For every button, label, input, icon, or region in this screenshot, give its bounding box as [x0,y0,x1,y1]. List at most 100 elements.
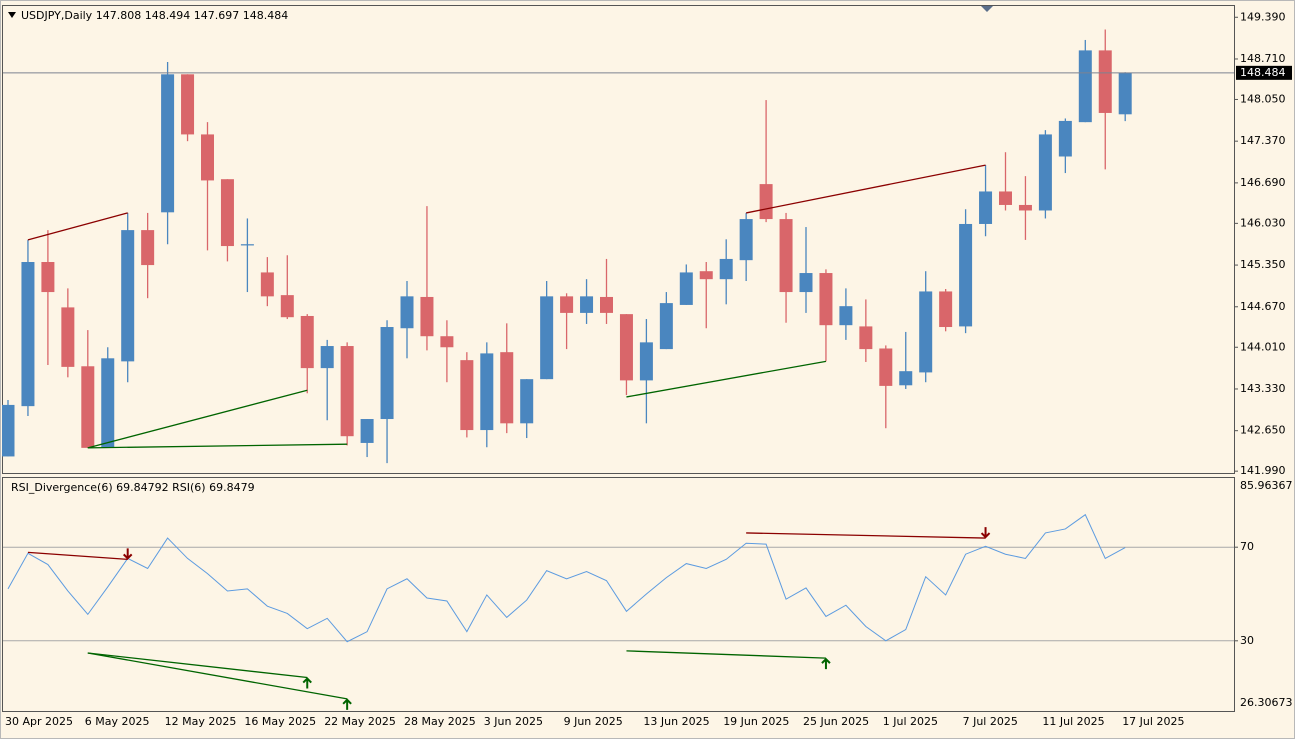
series-line [7,513,1126,643]
x-tick-label: 22 May 2025 [324,715,396,728]
candle-body [61,307,75,367]
candle-body [899,371,913,386]
candle-body [1098,50,1112,113]
x-tick-label: 11 Jul 2025 [1042,715,1104,728]
y-tick-label: 148.710 [1240,52,1286,65]
candle-body [1078,50,1092,123]
title: USDJPY,Daily [21,9,93,22]
candle-body [540,296,554,380]
candle-body [320,346,334,369]
x-tick-label: 13 Jun 2025 [643,715,709,728]
candle-body [560,296,574,313]
indicator-header: RSI_Divergence(6) 69.84792 RSI(6) 69.847… [11,481,255,494]
candle-body [380,327,394,420]
candle-body [340,346,354,437]
price-panel [2,5,1235,474]
x-tick-label: 9 Jun 2025 [564,715,623,728]
x-tick-label: 16 May 2025 [244,715,316,728]
candle-body [21,262,35,407]
candle-body [999,191,1012,205]
candle-body [440,336,454,348]
candle-body [679,272,693,305]
divergence-arrow [302,677,312,689]
candle-body [639,342,653,381]
divergence-line [27,212,128,241]
x-tick-label: 17 Jul 2025 [1122,715,1184,728]
candle-body [161,74,175,213]
menu-icon[interactable] [8,12,16,18]
candle-body [460,360,474,431]
low-value: 147.697 [194,9,240,22]
candle-body [600,296,613,313]
y-tick-label: 149.390 [1240,10,1286,23]
min-label: 26.30673 [1240,696,1293,709]
candle-body [779,219,793,293]
candle-body [141,230,155,266]
candle-body [719,258,733,280]
candle-body [360,419,374,443]
indicator-value: 69.84792 [116,481,169,494]
divergence-line [87,443,348,449]
candle-body [859,326,873,350]
candle-body [101,358,115,448]
candle-body [659,303,673,350]
candle-body [979,191,993,224]
x-tick-label: 1 Jul 2025 [883,715,938,728]
candle-body [420,296,434,337]
candle-body [739,219,753,261]
max-label: 85.96367 [1240,479,1293,492]
divergence-line [626,360,827,398]
y-tick-label: 146.690 [1240,176,1286,189]
candle-body [919,291,933,373]
x-tick-label: 30 Apr 2025 [5,715,73,728]
candle-body [500,352,514,424]
divergence-line [87,652,308,679]
candle-body [280,295,294,318]
divergence-arrow [980,527,991,539]
candle-body [1018,204,1032,211]
candle-body [121,230,135,362]
candle-body [819,273,833,326]
candle-body [959,223,973,327]
divergence-line [746,532,986,539]
candle-body [939,291,953,328]
candle-body [260,272,274,297]
plot-area [2,29,1234,464]
close-value: 148.484 [243,9,289,22]
candle-body [220,179,234,247]
series-name: RSI(6) [172,481,205,494]
candle-body [1118,72,1132,115]
open-value: 147.808 [96,9,142,22]
x-tick-label: 7 Jul 2025 [963,715,1018,728]
candle-body [799,273,813,293]
y-tick-label: 145.350 [1240,258,1286,271]
candle-body [400,296,414,329]
series-last-value: 69.8479 [209,481,255,494]
y-tick-label: 70 [1240,540,1254,553]
divergence-arrow [122,548,133,560]
candle-body [699,271,713,280]
candle-body [41,262,55,293]
y-tick-label: 30 [1240,634,1254,647]
divergence-arrow [342,698,352,710]
y-tick-label: 144.670 [1240,300,1286,313]
y-tick-label: 147.370 [1240,134,1286,147]
y-tick-label: 142.650 [1240,424,1286,437]
candle-body [201,134,214,181]
candle-body [580,296,594,313]
divergence-line [626,650,826,659]
divergence-line [27,551,128,561]
divergence-arrow [821,657,831,670]
candle-body [759,184,773,220]
x-tick-label: 28 May 2025 [404,715,476,728]
divergence-line [87,389,308,449]
y-tick-label: 144.010 [1240,340,1286,353]
symbol-header: USDJPY,Daily 147.808 148.494 147.697 148… [21,9,288,22]
y-tick-label: 146.030 [1240,216,1286,229]
candle-body [81,366,95,448]
x-tick-label: 3 Jun 2025 [484,715,543,728]
plot-area [3,513,1234,710]
candle-body [619,314,633,381]
candle-body [1058,120,1072,157]
